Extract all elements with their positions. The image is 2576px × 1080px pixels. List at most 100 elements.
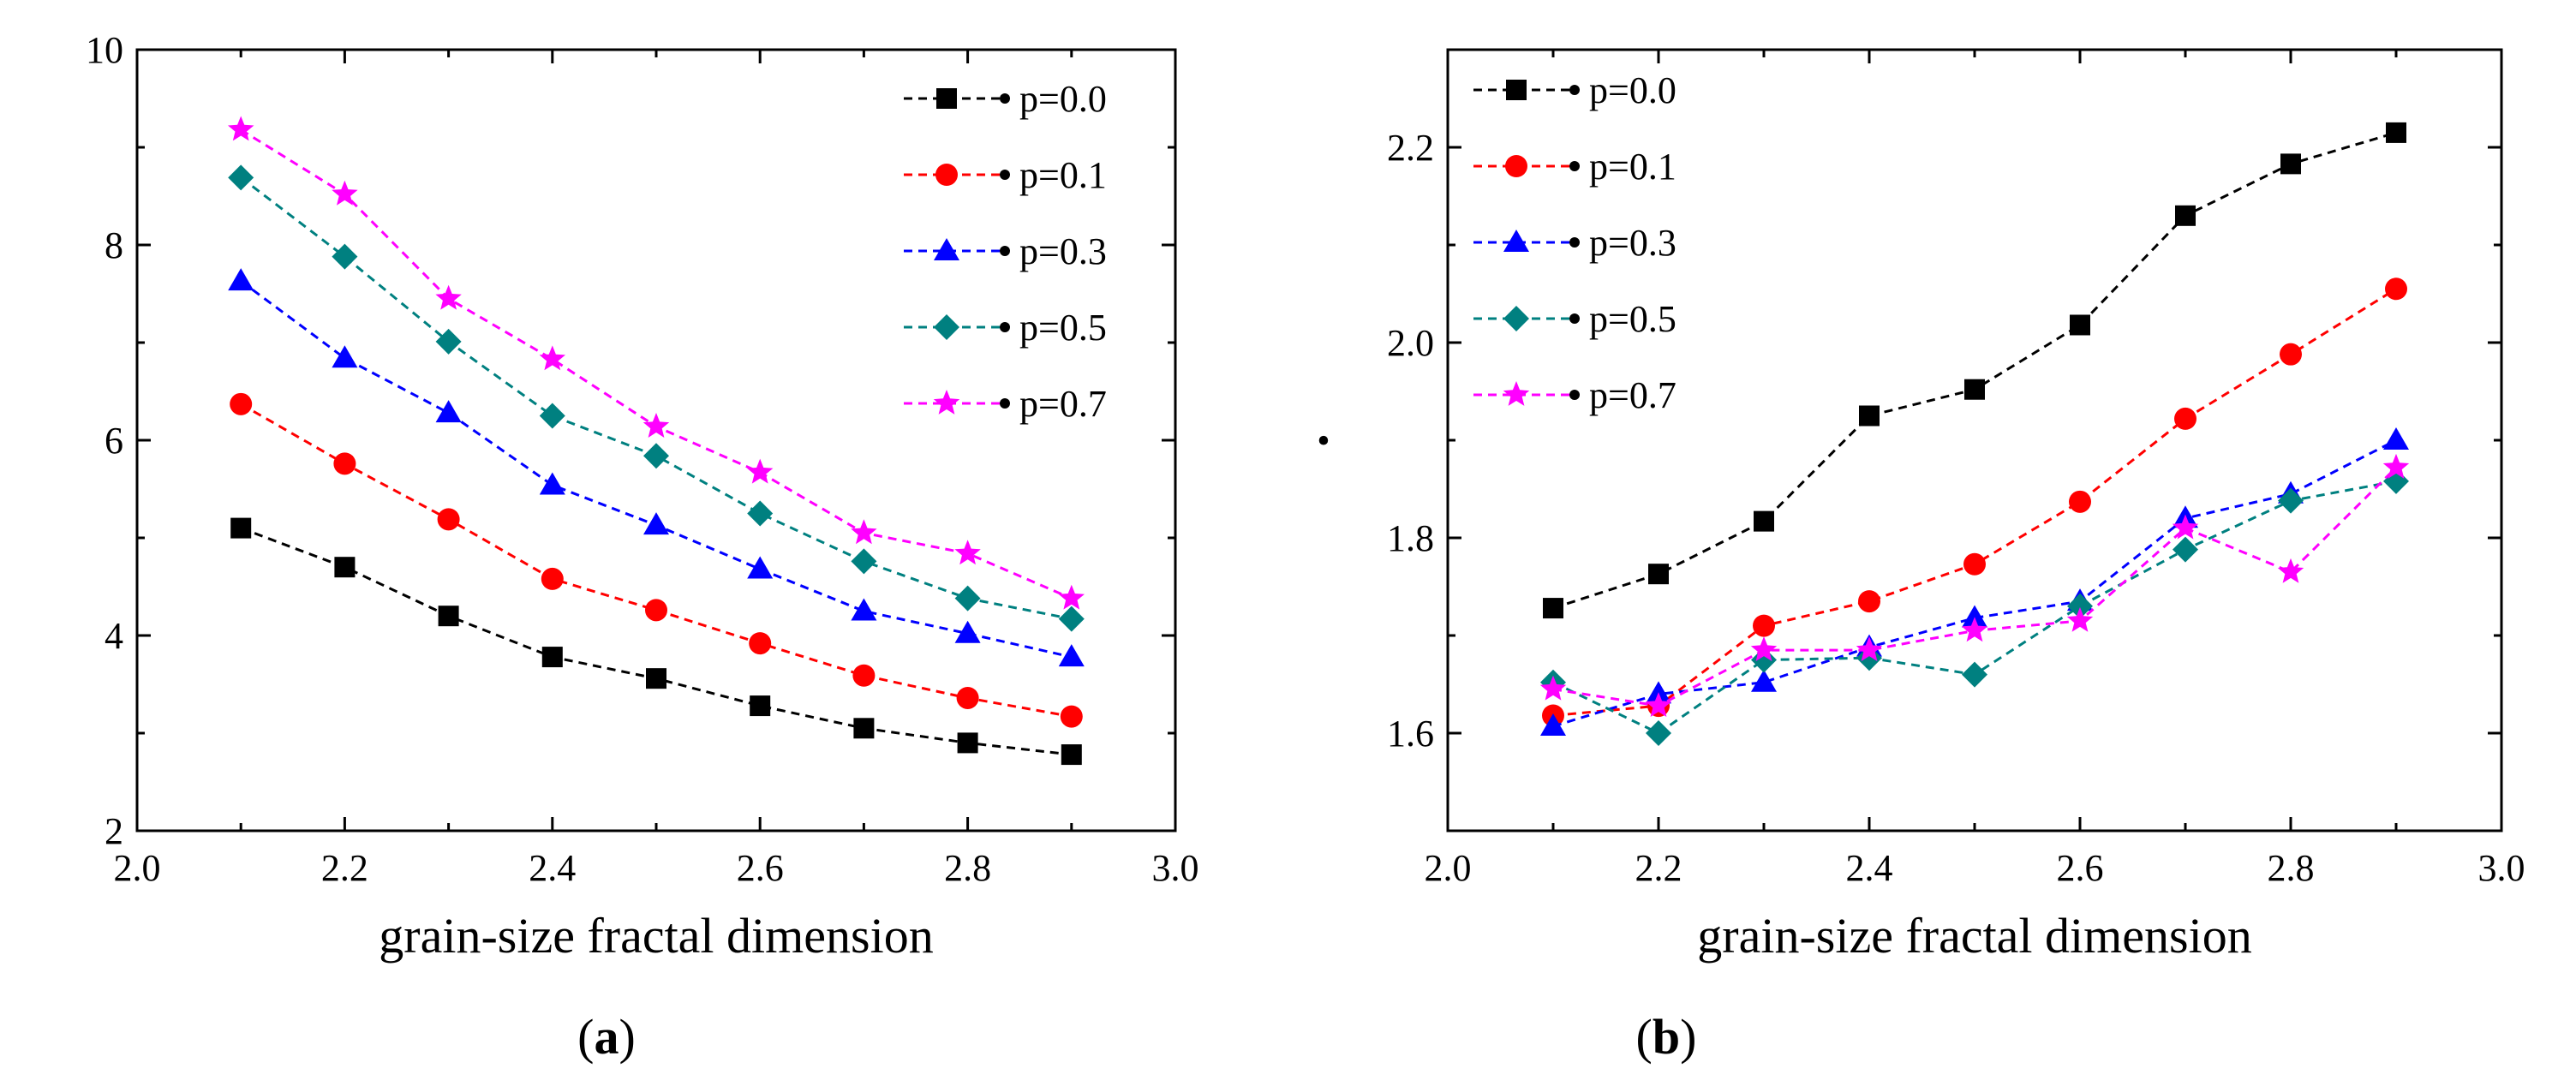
data-point: [956, 686, 979, 709]
data-point: [2280, 153, 2301, 175]
legend-entry: p=0.5: [1473, 298, 1676, 340]
data-point: [2070, 314, 2090, 336]
chart-panel-b: 2.0 2.2 2.4 2.6 2.8 3.0 1.6 1.8 2.0 2.2 grain-size…: [1317, 48, 2525, 1065]
data-point: [1061, 744, 1082, 766]
series-line: [1552, 131, 2397, 610]
data-point: [437, 508, 460, 531]
legend-entry: p=0.1: [1473, 146, 1676, 188]
legend-marker: [1503, 230, 1529, 252]
data-point: [1963, 552, 1986, 576]
legend-entry: p=0.7: [904, 383, 1107, 425]
legend-dot: [1000, 398, 1010, 409]
data-point: [851, 519, 877, 545]
legend-marker: [933, 390, 960, 415]
data-point: [230, 392, 253, 415]
legend-marker: [1505, 155, 1527, 177]
data-point: [1856, 636, 1883, 661]
data-point: [853, 718, 875, 739]
data-point: [539, 472, 565, 495]
data-point: [2069, 490, 2091, 513]
data-point: [954, 540, 981, 565]
legend-label: p=0.0: [1019, 78, 1107, 120]
data-point: [2173, 536, 2198, 563]
data-point: [1856, 645, 1882, 671]
data-point: [228, 268, 254, 291]
data-point: [747, 500, 774, 527]
data-point: [1750, 636, 1778, 661]
data-point: [2172, 514, 2199, 540]
legend-marker: [934, 238, 959, 260]
data-point: [332, 180, 358, 206]
x-axis-label: grain-size fractal dimension: [379, 908, 933, 964]
x-tick-label: 3.0: [1152, 847, 1199, 889]
y-tick-label: 10: [86, 29, 123, 71]
legend-label: p=0.3: [1019, 230, 1107, 272]
data-point: [747, 556, 774, 579]
data-point: [435, 328, 462, 355]
x-tick-label: 2.0: [1425, 847, 1472, 889]
legend-label: p=0.5: [1019, 307, 1107, 349]
legend-entry: p=0.7: [1473, 374, 1676, 416]
series-p=0.7: [1539, 453, 2410, 717]
series-p=0.0: [230, 517, 1082, 766]
data-point: [2174, 407, 2196, 430]
data-point: [2278, 487, 2304, 514]
data-point: [2175, 205, 2196, 226]
data-point: [2280, 343, 2302, 366]
legend-label: p=0.1: [1589, 146, 1676, 188]
legend-entry: p=0.1: [904, 154, 1107, 196]
data-point: [1962, 661, 1987, 688]
data-point: [2386, 122, 2406, 143]
x-tick-label: 2.6: [737, 847, 784, 889]
series-p=0.3: [228, 268, 1085, 667]
data-point: [750, 695, 771, 717]
data-point: [1859, 405, 1880, 427]
data-point: [539, 403, 565, 429]
x-tick-label: 3.0: [2478, 847, 2525, 889]
data-point: [2067, 593, 2093, 619]
data-point: [1540, 713, 1566, 737]
legend-label: p=0.1: [1019, 154, 1107, 196]
legend-dot: [1000, 322, 1010, 332]
legend-dot: [1569, 161, 1580, 171]
data-point: [230, 517, 252, 539]
data-point: [1858, 590, 1880, 613]
data-point: [334, 557, 356, 578]
data-point: [1058, 584, 1085, 610]
data-point: [749, 632, 772, 655]
data-point: [1645, 692, 1672, 717]
data-point: [1751, 669, 1777, 692]
y-tick-label: 1.6: [1387, 713, 1434, 755]
data-point: [954, 620, 981, 643]
legend-label: p=0.7: [1589, 374, 1676, 416]
y-axis-label: •: [1317, 420, 1330, 462]
legend-dot: [1000, 170, 1010, 180]
series-p=0.0: [1543, 122, 2406, 619]
series-p=0.1: [1542, 277, 2407, 727]
series-line: [1552, 288, 2397, 717]
data-point: [1961, 617, 1988, 642]
chart-panel-a: 2.0 2.2 2.4 2.6 2.8 3.0 2 4 6 8 10 grain-size fract…: [86, 29, 1199, 1065]
data-point: [1648, 564, 1669, 585]
data-point: [541, 647, 563, 668]
data-point: [1753, 614, 1775, 637]
data-point: [851, 598, 877, 621]
data-point: [333, 452, 356, 475]
data-point: [1646, 720, 1671, 746]
data-point: [2385, 277, 2407, 301]
data-point: [541, 567, 564, 590]
legend-dot: [1000, 93, 1010, 104]
data-point: [646, 668, 666, 689]
y-tick-label: 4: [105, 615, 123, 657]
data-point: [1539, 675, 1567, 701]
data-point: [435, 400, 462, 423]
y-tick-label: 2: [105, 810, 123, 852]
data-point: [1543, 598, 1563, 619]
data-point: [1754, 510, 1774, 532]
series-p=0.3: [1540, 427, 2409, 737]
legend-dot: [1569, 237, 1580, 248]
data-point: [228, 116, 254, 141]
data-point: [747, 458, 774, 484]
data-point: [643, 443, 669, 469]
